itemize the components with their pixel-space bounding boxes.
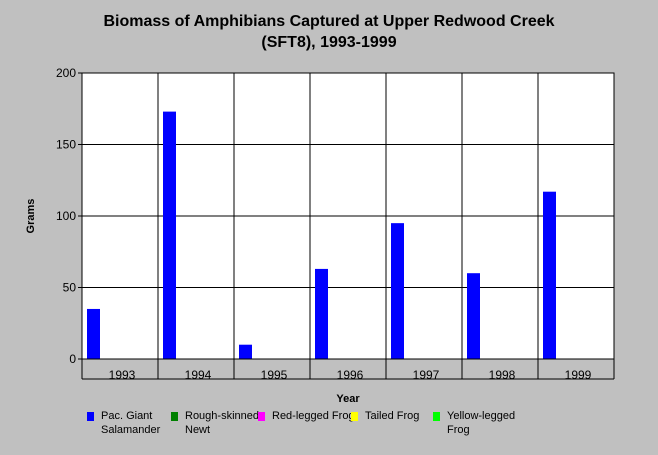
legend-swatch [87, 412, 94, 421]
y-tick-label: 150 [56, 138, 76, 152]
plot-border [81, 72, 615, 360]
y-tick-label: 200 [56, 66, 76, 80]
legend-label: Red-legged Frog [272, 410, 355, 422]
bar [467, 273, 480, 359]
x-tick-label: 1995 [261, 368, 288, 382]
chart-svg: 0 50 100 150 200 1993 1994 1995 1996 1997 1998 1999… [25, 66, 615, 405]
bar [315, 268, 328, 359]
y-tick-label: 50 [63, 281, 77, 295]
x-tick-label: 1994 [185, 368, 212, 382]
x-tick-label: 1996 [337, 368, 364, 382]
x-tick-label: 1998 [489, 368, 516, 382]
chart-subtitle: (SFT8), 1993-1999 [261, 34, 397, 51]
bar [239, 344, 252, 359]
x-tick-label: 1999 [565, 368, 592, 382]
legend-label: Rough-skinned Newt [185, 410, 259, 436]
legend-label: Pac. Giant Salamander [101, 410, 161, 436]
bar [163, 111, 176, 359]
legend-swatch [258, 412, 265, 421]
x-axis-label: Year [336, 393, 360, 405]
x-tick-label: 1993 [109, 368, 136, 382]
chart-title: Biomass of Amphibians Captured at Upper … [103, 13, 555, 30]
y-axis-label: Grams [25, 199, 37, 234]
x-tick-label: 1997 [413, 368, 440, 382]
bar [391, 223, 404, 359]
legend-label: Tailed Frog [365, 410, 420, 422]
bar [87, 308, 100, 359]
legend: Pac. Giant Salamander Rough-skinned Newt… [0, 409, 658, 449]
legend-swatch [351, 412, 358, 421]
y-tick-label: 0 [69, 352, 76, 366]
y-tick-label: 100 [56, 209, 76, 223]
bar [543, 191, 556, 359]
legend-swatch [433, 412, 440, 421]
legend-label: Yellow-legged Frog [447, 410, 516, 436]
legend-swatch [171, 412, 178, 421]
